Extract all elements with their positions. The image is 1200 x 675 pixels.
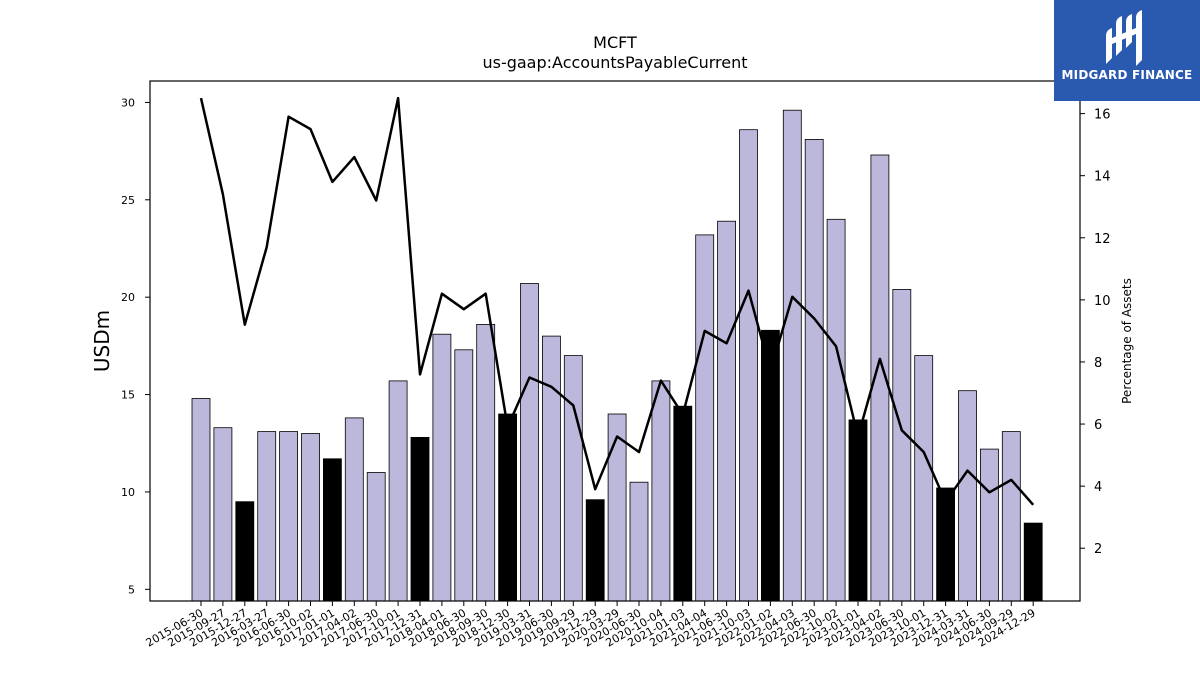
bar-2018-09-30 [476, 323, 496, 602]
y2-tick-label-16: 16 [1094, 108, 1111, 123]
bar-2023-10-01 [914, 355, 934, 602]
bar-2016-06-30 [279, 431, 299, 602]
bar-2021-06-30 [717, 220, 736, 602]
bar-2022-06-30 [804, 138, 824, 602]
bar-2023-06-30 [892, 288, 912, 602]
bar-2024-06-30 [980, 448, 999, 602]
bar-2020-10-04 [651, 380, 671, 602]
bar-2015-12-27 [235, 501, 255, 602]
bar-2017-06-30 [366, 472, 386, 602]
bar-2022-04-03 [782, 109, 802, 602]
bar-2017-12-31 [410, 436, 430, 602]
bar-2023-12-31 [936, 487, 955, 602]
midgard-logo-icon [1106, 10, 1142, 66]
bar-2019-09-29 [563, 355, 583, 602]
bar-2023-01-01 [848, 419, 868, 602]
y2-tick-label-14: 14 [1094, 170, 1111, 185]
bar-2021-10-03 [739, 129, 758, 602]
y2-tick-label-8: 8 [1094, 356, 1102, 371]
chart-title: MCFT [593, 33, 637, 52]
y-axis-title: USDm [90, 310, 114, 372]
bar-2021-04-04 [695, 234, 715, 602]
y2-tick-label-10: 10 [1094, 294, 1111, 309]
bar-2017-01-01 [322, 458, 342, 602]
bar-2021-01-03 [673, 405, 693, 602]
bar-2019-12-29 [585, 499, 605, 602]
bar-2024-12-29 [1023, 522, 1043, 602]
y-tick-label-15: 15 [121, 389, 135, 402]
bar-2016-10-02 [301, 433, 320, 602]
y2-tick-label-12: 12 [1094, 232, 1111, 247]
y-tick-label-20: 20 [121, 291, 135, 304]
bar-2016-03-27 [257, 431, 277, 602]
y2-tick-label-4: 4 [1094, 480, 1102, 495]
y2-tick-label-6: 6 [1094, 418, 1102, 433]
bar-2017-04-02 [344, 417, 364, 602]
line-layer [199, 96, 1035, 506]
brand-logo: MIDGARD FINANCE [1054, 0, 1200, 101]
bar-2019-03-31 [520, 283, 539, 602]
brand-name: MIDGARD FINANCE [1061, 68, 1193, 82]
bar-2018-12-30 [498, 413, 518, 602]
bar-2017-10-01 [388, 380, 408, 602]
y-tick-label-30: 30 [121, 96, 135, 109]
bar-2015-09-27 [213, 427, 233, 602]
bar-2019-06-30 [542, 335, 561, 602]
y2-axis-title: Percentage of Assets [1120, 278, 1134, 404]
bar-2024-09-29 [1001, 431, 1021, 602]
bar-2022-10-02 [826, 218, 846, 602]
plot-frame [149, 80, 1081, 602]
line-percentage-of-assets [199, 96, 1035, 506]
y2-tick-label-2: 2 [1094, 542, 1102, 557]
bar-2020-06-30 [629, 481, 649, 602]
bars-layer [191, 109, 1043, 602]
y-tick-label-10: 10 [121, 486, 135, 499]
bar-2018-04-01 [432, 333, 452, 602]
chart-subtitle: us-gaap:AccountsPayableCurrent [482, 53, 747, 72]
bar-2024-03-31 [958, 390, 977, 602]
bar-2015-06-30 [191, 398, 211, 602]
bar-2018-06-30 [454, 349, 474, 602]
y-tick-label-5: 5 [128, 583, 135, 596]
y-tick-label-25: 25 [121, 194, 135, 207]
